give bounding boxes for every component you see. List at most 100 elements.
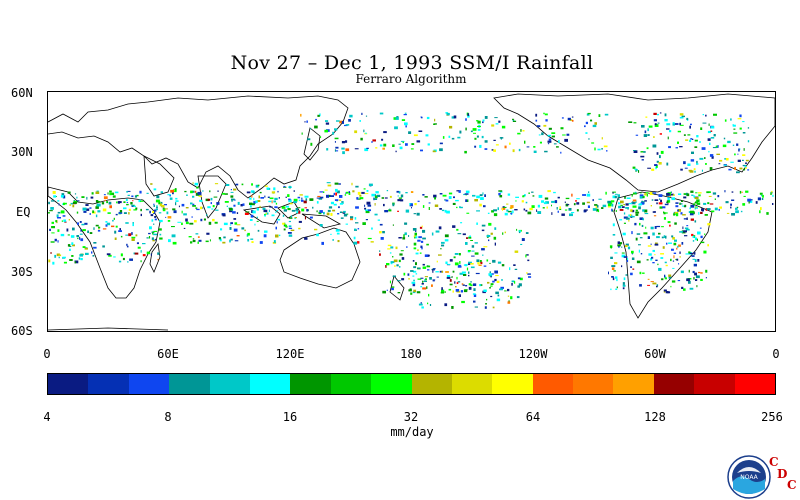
rain-cell [650,226,654,230]
rain-cell [707,223,711,226]
rain-cell [396,280,401,282]
rain-cell [420,240,424,243]
rain-cell [686,193,690,197]
rain-cell [403,234,405,238]
rain-cell [481,135,484,139]
rain-cell [722,144,727,148]
rain-cell [119,228,121,231]
rain-cell [289,185,291,189]
rain-cell [393,259,398,263]
rain-cell [428,293,430,297]
rain-cell [694,259,697,263]
rain-cell [475,272,480,275]
rain-cell [507,288,510,292]
rain-cell [636,260,641,264]
rain-cell [715,145,719,148]
rain-cell [683,288,686,291]
rain-cell [496,280,500,283]
rain-cell [433,123,437,125]
rain-cell [118,230,122,232]
rain-cell [701,147,706,150]
rain-cell [319,196,324,199]
rain-cell [482,121,484,124]
rain-cell [672,194,675,196]
colorbar-label-16: 16 [282,410,298,424]
rain-cell [207,198,211,201]
rain-cell [527,211,532,215]
rain-cell [362,222,366,225]
rain-cell [495,275,499,277]
rain-cell [233,228,238,232]
rain-cell [665,291,669,294]
rain-cell [664,274,666,278]
rain-cell [501,207,506,210]
rain-cell [316,201,319,204]
rain-cell [635,237,638,241]
rain-cell [524,194,526,197]
europe-asia-coast [48,95,349,199]
rain-cell [548,138,552,141]
rain-cell [190,202,193,205]
rain-cell [659,133,662,135]
rain-cell [356,197,359,200]
rain-cell [717,195,720,198]
rain-cell [275,226,277,230]
rain-cell [747,127,750,129]
rain-cell [507,193,511,196]
rain-cell [556,146,559,148]
rain-cell [621,246,623,248]
rain-cell [341,121,344,124]
rain-cell [684,204,687,208]
rain-cell [252,210,256,214]
rain-cell [69,259,73,261]
colorbar-cell-3 [169,374,210,394]
rain-cell [278,234,281,237]
rain-cell [598,198,602,200]
rain-cell [545,119,548,122]
rain-cell [408,131,412,134]
colorbar [47,373,776,395]
rain-cell [126,203,129,206]
rain-cell [453,256,456,259]
rain-cell [736,206,739,208]
rain-cell [131,232,133,235]
rain-cell [278,197,280,199]
rain-cell [747,198,751,202]
rain-cell [499,137,504,139]
rain-cell [559,208,562,210]
rain-cell [686,117,689,120]
rain-cell [432,270,434,273]
rain-cell [482,254,484,256]
rain-cell [385,265,387,268]
rain-cell [421,247,423,250]
rain-cell [419,226,423,229]
rain-cell [276,210,279,212]
rain-cell [428,202,431,204]
rain-cell [190,190,193,194]
rain-cell [650,243,652,245]
rain-cell [737,153,739,155]
rain-cell [250,238,254,240]
rain-cell [516,296,520,299]
rain-cell [446,210,450,214]
rain-cell [317,195,321,198]
rain-cell [688,211,690,213]
rain-cell [619,209,624,211]
rain-cell [106,253,111,256]
rain-cell [67,234,70,236]
rain-cell [634,168,637,170]
rain-cell [422,263,425,266]
rain-cell [249,197,252,200]
rain-cell [447,199,448,201]
rain-cell [355,206,359,209]
rain-cell [713,113,717,116]
rain-cell [506,203,509,205]
rain-cell [328,206,333,209]
rain-cell [363,129,365,133]
rain-cell [467,115,470,118]
rain-cell [675,205,679,208]
rain-cell [298,207,301,209]
rain-cell [335,229,340,232]
rain-cell [301,132,303,135]
rain-cell [287,194,290,197]
